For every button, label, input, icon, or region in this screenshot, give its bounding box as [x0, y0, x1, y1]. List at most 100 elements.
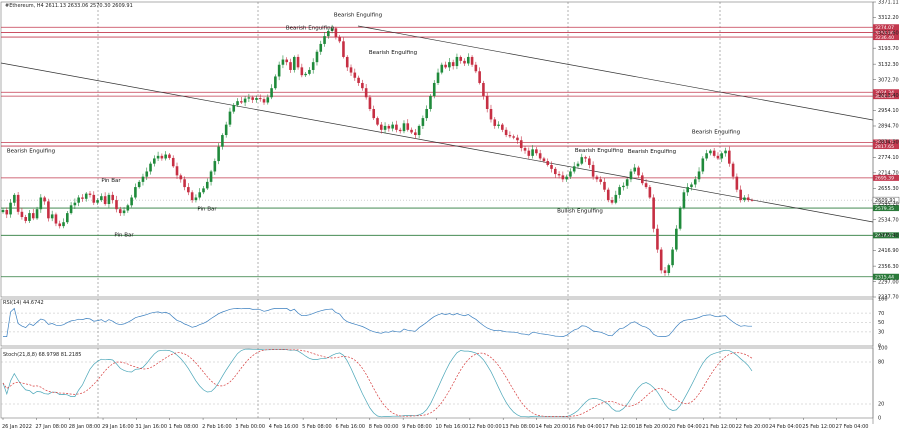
candle-body: [709, 150, 712, 154]
candle-body: [482, 82, 485, 96]
candle-body: [149, 163, 152, 172]
candle-body: [24, 217, 27, 221]
candle-body: [62, 222, 65, 227]
level-tag: [873, 89, 899, 96]
candle-body: [739, 189, 742, 201]
candle-body: [342, 41, 345, 57]
candle-body: [659, 249, 663, 271]
candle-body: [118, 209, 122, 214]
candle-body: [421, 118, 425, 126]
candle-body: [217, 146, 220, 162]
level-tag: [873, 143, 899, 150]
candle-body: [175, 166, 179, 176]
candle-body: [508, 135, 512, 137]
candle-body: [153, 158, 156, 164]
horizontal-levels: 3274.073253.603236.403024.343009.432831.…: [1, 24, 900, 280]
candle-body: [512, 136, 515, 138]
candle-body: [466, 56, 470, 64]
candle-body: [561, 175, 565, 180]
candle-body: [395, 124, 398, 130]
candle-body: [644, 183, 648, 188]
chart-header: #Ethereum, H4 2611.13 2633.06 2570.30 26…: [5, 3, 133, 9]
candle-body: [746, 197, 750, 201]
time-label: 26 Jan 2022: [2, 424, 32, 430]
candle-body: [77, 197, 80, 203]
pattern-label: Bearish Engulfing: [7, 148, 55, 154]
candle-body: [391, 124, 394, 129]
level-tag: [873, 93, 899, 100]
candle-body: [262, 99, 266, 103]
candle-body: [372, 109, 376, 119]
level-tag: [873, 205, 899, 212]
candle-body: [240, 101, 243, 103]
candle-body: [625, 179, 629, 186]
candle-body: [690, 184, 693, 188]
candle-body: [315, 51, 319, 63]
time-label: 6 Feb 16:00: [335, 424, 365, 430]
candle-body: [20, 211, 24, 218]
candle-body: [122, 210, 126, 214]
candle-body: [289, 62, 292, 70]
candle-body: [323, 36, 326, 44]
rsi-tick-label: 30: [878, 330, 884, 336]
candle-body: [455, 56, 459, 67]
candle-body: [417, 125, 421, 136]
candle-body: [100, 196, 103, 201]
time-label: 21 Feb 12:00: [702, 424, 735, 430]
candle-body: [43, 197, 46, 202]
candle-body: [576, 163, 580, 167]
candle-body: [451, 62, 455, 67]
candle-body: [599, 179, 602, 182]
rsi-tick-label: 70: [878, 311, 884, 317]
candle-body: [39, 197, 43, 210]
time-label: 3 Feb 00:00: [235, 424, 265, 430]
price-tick-label: 2416.90: [878, 248, 899, 254]
trend-line-lower: [0, 62, 874, 223]
candle-body: [379, 124, 383, 130]
candle-body: [357, 77, 360, 83]
candle-body: [622, 185, 625, 188]
candle-body: [606, 189, 610, 201]
candle-body: [516, 137, 519, 141]
candle-body: [569, 171, 572, 177]
pattern-label: Bearish Engulfing: [692, 130, 740, 136]
candle-body: [349, 67, 353, 73]
candle-body: [319, 43, 323, 52]
candle-body: [266, 97, 270, 103]
candle-body: [364, 88, 368, 98]
price-tick-label: 3193.70: [878, 46, 899, 52]
level-tag: [873, 139, 899, 146]
price-tick-label: 2655.30: [878, 186, 899, 192]
candle-body: [243, 98, 247, 103]
candle-body: [550, 164, 553, 169]
time-label: 13 Feb 08:00: [502, 424, 535, 430]
candle-body: [501, 124, 504, 130]
candle-body: [686, 187, 689, 193]
price-tick-label: 2534.70: [878, 217, 899, 223]
candle-body: [531, 149, 534, 156]
candle-body: [376, 118, 379, 125]
candle-body: [535, 149, 538, 154]
candle-body: [629, 171, 633, 180]
candle-body: [209, 171, 213, 182]
time-label: 16 Feb 04:00: [569, 424, 602, 430]
current-price-tag: [872, 196, 900, 204]
candle-body: [194, 197, 198, 201]
candle-body: [398, 129, 402, 132]
candle-body: [285, 59, 289, 63]
price-tick-label: 3013.40: [878, 93, 899, 99]
candle-body: [88, 193, 92, 195]
candle-body: [327, 30, 330, 37]
level-tag: [873, 29, 899, 36]
pattern-label: Pin Bar: [197, 207, 217, 213]
time-label: 8 Feb 00:00: [369, 424, 399, 430]
candle-body: [202, 188, 205, 193]
rsi-tick-label: 0: [878, 344, 881, 350]
level-tag: [873, 232, 899, 239]
candle-body: [255, 98, 258, 100]
pattern-label: Bearish Engulfing: [575, 148, 623, 154]
price-tick-label: 3371.11: [878, 0, 899, 6]
candle-body: [160, 155, 164, 159]
